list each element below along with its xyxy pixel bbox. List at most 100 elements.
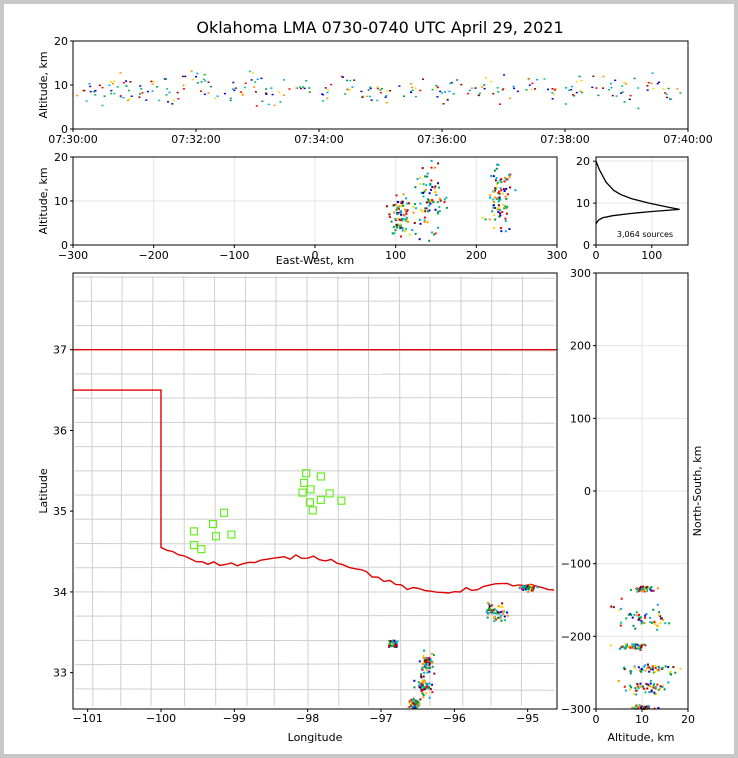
lma-station-marker	[227, 530, 236, 539]
plan-view-point	[424, 687, 427, 690]
northsouth-points	[609, 585, 682, 710]
time-altitude-point	[651, 72, 654, 74]
plan-view-point	[498, 612, 501, 615]
time-altitude-point	[233, 89, 236, 92]
northsouth-point	[638, 704, 641, 707]
eastwest-point	[500, 178, 503, 181]
time-altitude-point	[270, 87, 273, 89]
plan-view-point	[492, 609, 495, 612]
eastwest-point	[498, 215, 501, 218]
eastwest-point	[499, 187, 502, 190]
plan-view-point	[518, 587, 521, 590]
northsouth-point	[647, 705, 650, 708]
eastwest-point	[400, 235, 403, 238]
eastwest-xlabel: East-West, km	[276, 254, 354, 267]
northsouth-point	[637, 588, 640, 591]
eastwest-point	[496, 163, 499, 166]
time-altitude-ylabel: Altitude, km	[37, 51, 50, 118]
county-line	[273, 275, 277, 707]
time-altitude-point	[436, 96, 439, 98]
eastwest-point	[514, 189, 517, 192]
altitude-histogram-panel: 0 100 0 10 20 3,064 sources	[576, 155, 689, 262]
northsouth-point	[645, 705, 648, 708]
eastwest-point	[433, 187, 436, 190]
plan-view-point	[495, 609, 498, 612]
northsouth-point	[629, 646, 632, 649]
northsouth-point	[633, 666, 636, 669]
eastwest-point	[401, 200, 404, 203]
northsouth-point	[629, 672, 632, 675]
eastwest-point	[406, 219, 409, 222]
time-altitude-point	[411, 89, 414, 92]
time-altitude-point	[379, 91, 382, 94]
time-altitude-point	[110, 89, 113, 92]
plan-view-point	[524, 587, 527, 590]
eastwest-point	[412, 211, 415, 214]
time-altitude-point	[145, 99, 148, 101]
plan-view-point	[425, 667, 428, 670]
northsouth-point	[619, 624, 622, 627]
histogram-x-tick-label: 0	[593, 249, 600, 262]
plan-view-point	[408, 706, 411, 709]
time-altitude-point	[670, 98, 673, 100]
eastwest-point	[445, 196, 448, 199]
time-altitude-point	[203, 74, 206, 76]
plan-view-point	[524, 585, 527, 588]
time-altitude-point	[267, 103, 270, 106]
time-altitude-point	[508, 97, 511, 100]
time-altitude-point	[181, 75, 184, 78]
northsouth-point	[634, 687, 637, 690]
eastwest-point	[413, 222, 416, 225]
northsouth-x-tick-label: 10	[635, 713, 649, 726]
northsouth-point	[641, 705, 644, 708]
eastwest-point	[432, 233, 435, 236]
eastwest-point	[499, 214, 502, 217]
plan-view-point	[423, 657, 426, 660]
plan-view-point	[393, 640, 396, 643]
northsouth-point	[642, 687, 645, 690]
eastwest-point	[392, 225, 395, 228]
time-altitude-point	[564, 87, 567, 89]
northsouth-point	[632, 643, 635, 646]
plan-view-point	[521, 586, 524, 589]
northsouth-point	[626, 643, 629, 646]
eastwest-point	[498, 179, 501, 182]
time-altitude-point	[326, 97, 329, 100]
plan-view-point	[526, 587, 529, 590]
northsouth-point	[651, 621, 654, 624]
eastwest-x-tick-label: 0	[312, 249, 319, 262]
northsouth-point	[674, 671, 677, 674]
northsouth-point	[640, 620, 643, 623]
time-altitude-point	[452, 93, 455, 95]
time-altitude-point	[279, 101, 282, 103]
time-altitude-point	[370, 99, 373, 101]
eastwest-point	[414, 186, 417, 189]
time-altitude-point	[342, 76, 345, 78]
eastwest-point	[425, 201, 428, 204]
plan-view-ylabel: Latitude	[37, 468, 50, 514]
time-altitude-y-tick-label: 0	[61, 123, 68, 136]
time-altitude-point	[595, 87, 598, 89]
plan-view-point	[420, 673, 423, 676]
time-altitude-point	[251, 72, 254, 74]
time-altitude-point	[385, 95, 388, 97]
plan-view-point	[433, 654, 436, 657]
plan-view-point	[425, 692, 428, 695]
eastwest-point	[492, 226, 495, 229]
lma-stations	[189, 469, 346, 554]
plan-view-point	[417, 681, 420, 684]
eastwest-point	[400, 213, 403, 216]
time-altitude-point	[202, 78, 205, 81]
plan-view-point	[412, 702, 415, 705]
eastwest-point	[423, 219, 426, 222]
time-altitude-point	[171, 103, 174, 105]
time-altitude-point	[177, 98, 180, 100]
eastwest-point	[435, 193, 438, 196]
plan-view-point	[410, 698, 413, 701]
time-altitude-point	[386, 90, 389, 93]
lma-station-marker	[308, 506, 317, 515]
eastwest-point	[427, 220, 430, 223]
time-altitude-point	[168, 91, 171, 94]
plan-view-point	[423, 649, 426, 652]
time-altitude-point	[481, 86, 484, 88]
